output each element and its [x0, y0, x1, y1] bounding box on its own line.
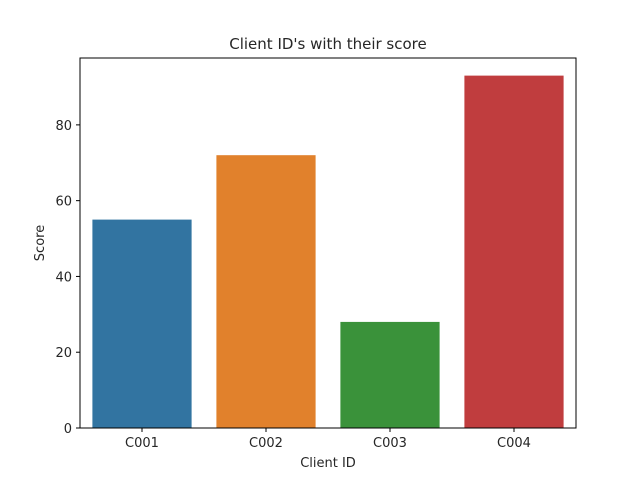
- x-tick-label: C004: [497, 436, 531, 451]
- y-axis-ticks: 0 20 40 60 80: [55, 119, 80, 437]
- y-tick-label: 0: [64, 422, 72, 437]
- y-tick-label: 60: [55, 195, 72, 210]
- bar-c001: [92, 219, 192, 428]
- y-tick-label: 20: [55, 346, 72, 361]
- plot-area-frame: [79, 57, 577, 429]
- bars-layer: [92, 75, 564, 429]
- y-axis-label: Score: [33, 225, 48, 261]
- y-tick-label: 80: [55, 119, 72, 134]
- bar-c003: [340, 321, 440, 428]
- x-tick-label: C003: [373, 436, 407, 451]
- y-tick-label: 40: [55, 270, 72, 285]
- x-tick-label: C001: [125, 436, 159, 451]
- chart-title: Client ID's with their score: [229, 35, 427, 53]
- bar-c004: [464, 75, 564, 429]
- x-axis-label: Client ID: [300, 456, 356, 471]
- x-axis-ticks: C001 C002 C003 C004: [125, 428, 531, 451]
- bar-c002: [216, 155, 316, 428]
- x-tick-label: C002: [249, 436, 283, 451]
